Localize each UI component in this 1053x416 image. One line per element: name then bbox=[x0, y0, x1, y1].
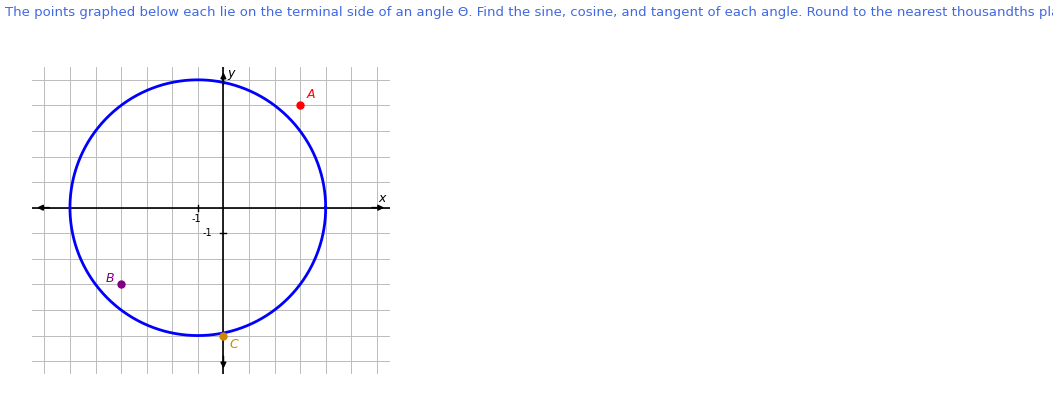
Text: A: A bbox=[306, 88, 315, 101]
Text: x: x bbox=[378, 192, 385, 205]
Text: The points graphed below each lie on the terminal side of an angle Θ. Find the s: The points graphed below each lie on the… bbox=[5, 6, 1053, 19]
Text: -1: -1 bbox=[192, 214, 201, 224]
Text: y: y bbox=[227, 67, 235, 80]
Text: C: C bbox=[230, 338, 239, 352]
Text: -1: -1 bbox=[202, 228, 212, 238]
Text: B: B bbox=[105, 272, 115, 285]
